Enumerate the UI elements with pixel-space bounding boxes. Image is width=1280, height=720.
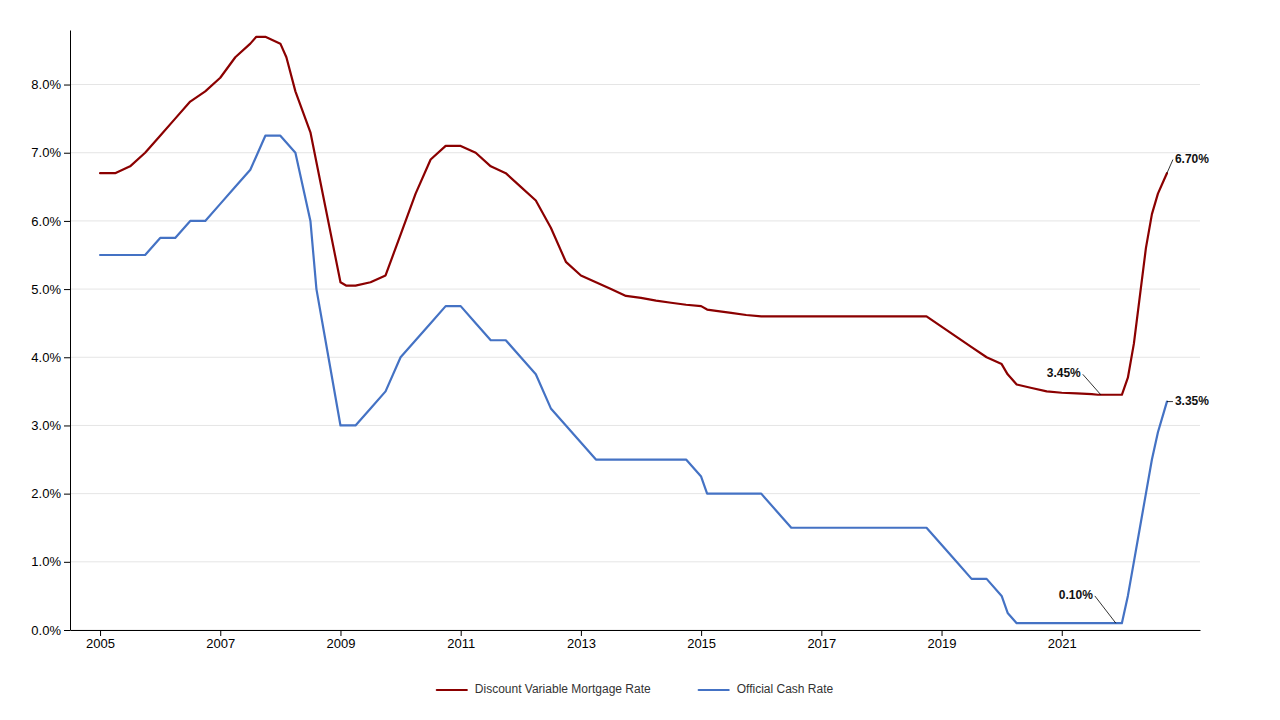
y-tick-label: 6.0% bbox=[31, 214, 61, 229]
x-tick-label: 2021 bbox=[1048, 636, 1077, 651]
y-tick-label: 5.0% bbox=[31, 282, 61, 297]
legend-swatch bbox=[699, 689, 729, 691]
x-tick-label: 2009 bbox=[327, 636, 356, 651]
annotation: 6.70% bbox=[1175, 152, 1209, 166]
y-tick: 4.0% bbox=[31, 350, 70, 365]
grid bbox=[70, 85, 1200, 630]
chart: 2005 2007 2009 2011 2013 2015 2017 2019 2021 0.0%… bbox=[0, 0, 1280, 720]
x-tick-mark bbox=[1062, 630, 1063, 636]
x-tick-label: 2007 bbox=[206, 636, 235, 651]
grid-line bbox=[70, 630, 1200, 631]
x-tick-mark bbox=[701, 630, 702, 636]
grid-line bbox=[70, 357, 1200, 358]
x-tick-mark bbox=[100, 630, 101, 636]
grid-line bbox=[70, 152, 1200, 153]
grid-line bbox=[70, 425, 1200, 426]
y-tick-mark bbox=[64, 221, 70, 222]
x-tick-label: 2011 bbox=[447, 636, 475, 651]
y-tick: 8.0% bbox=[31, 77, 70, 92]
annotation: 0.10% bbox=[1059, 588, 1093, 602]
y-tick-mark bbox=[64, 425, 70, 426]
y-axis-line bbox=[70, 31, 71, 631]
x-tick: 2021 bbox=[1048, 630, 1077, 651]
y-tick-mark bbox=[64, 153, 70, 154]
y-tick-mark bbox=[64, 289, 70, 290]
series-line bbox=[100, 37, 1167, 395]
y-tick: 6.0% bbox=[31, 214, 70, 229]
y-tick: 7.0% bbox=[31, 145, 70, 160]
x-tick-label: 2005 bbox=[86, 636, 115, 651]
x-tick-mark bbox=[821, 630, 822, 636]
y-axis: 0.0% 1.0% 2.0% 3.0% 4.0% 5.0% 6.0% 7.0% 8.0% bbox=[31, 31, 70, 638]
y-tick-label: 3.0% bbox=[31, 418, 61, 433]
annotation-leader bbox=[1167, 401, 1173, 402]
y-tick-label: 1.0% bbox=[31, 554, 61, 569]
y-tick-label: 8.0% bbox=[31, 77, 61, 92]
y-tick-label: 2.0% bbox=[31, 486, 61, 501]
legend-swatch bbox=[437, 689, 467, 691]
legend-label: Discount Variable Mortgage Rate bbox=[475, 682, 651, 696]
x-tick: 2009 bbox=[327, 630, 356, 651]
legend: Discount Variable Mortgage Rate Official … bbox=[437, 682, 834, 696]
x-tick-label: 2013 bbox=[567, 636, 596, 651]
legend-label: Official Cash Rate bbox=[737, 682, 834, 696]
annotation: 3.35% bbox=[1175, 394, 1209, 408]
y-tick-mark bbox=[64, 630, 70, 631]
y-tick: 5.0% bbox=[31, 282, 70, 297]
grid-line bbox=[70, 220, 1200, 221]
x-tick: 2019 bbox=[928, 630, 957, 651]
y-tick-mark bbox=[64, 85, 70, 86]
x-tick: 2005 bbox=[86, 630, 115, 651]
x-tick-label: 2015 bbox=[687, 636, 716, 651]
legend-item: Official Cash Rate bbox=[699, 682, 834, 696]
x-tick-mark bbox=[581, 630, 582, 636]
grid-line bbox=[70, 84, 1200, 85]
plot-area: 2005 2007 2009 2011 2013 2015 2017 2019 2021 0.0%… bbox=[31, 31, 1209, 652]
x-tick: 2015 bbox=[687, 630, 716, 651]
x-tick-label: 2019 bbox=[928, 636, 957, 651]
y-tick: 1.0% bbox=[31, 554, 70, 569]
x-axis-line bbox=[71, 630, 1201, 631]
grid-line bbox=[70, 493, 1200, 494]
grid-line bbox=[70, 561, 1200, 562]
x-tick-mark bbox=[220, 630, 221, 636]
annotation: 3.45% bbox=[1047, 366, 1081, 380]
x-tick: 2017 bbox=[807, 630, 836, 651]
y-tick-mark bbox=[64, 562, 70, 563]
y-tick-mark bbox=[64, 494, 70, 495]
y-tick-label: 7.0% bbox=[31, 145, 61, 160]
x-tick-mark bbox=[340, 630, 341, 636]
y-tick: 0.0% bbox=[31, 623, 70, 638]
legend-item: Discount Variable Mortgage Rate bbox=[437, 682, 651, 696]
x-axis: 2005 2007 2009 2011 2013 2015 2017 2019 2021 bbox=[71, 630, 1201, 651]
series-group bbox=[100, 37, 1167, 623]
y-tick-mark bbox=[64, 357, 70, 358]
x-tick-mark bbox=[942, 630, 943, 636]
grid-line bbox=[70, 289, 1200, 290]
x-tick: 2013 bbox=[567, 630, 596, 651]
x-tick-label: 2017 bbox=[807, 636, 836, 651]
y-tick: 2.0% bbox=[31, 486, 70, 501]
y-tick-label: 0.0% bbox=[31, 623, 61, 638]
annotation-leader bbox=[1095, 596, 1116, 623]
annotation-leader bbox=[1083, 374, 1101, 394]
y-tick-label: 4.0% bbox=[31, 350, 61, 365]
annotation-leader bbox=[1167, 160, 1173, 174]
y-tick: 3.0% bbox=[31, 418, 70, 433]
x-tick: 2007 bbox=[206, 630, 235, 651]
annotations: 6.70% 3.45% 3.35% 0.10% bbox=[1047, 152, 1210, 623]
series-line bbox=[100, 136, 1167, 624]
x-tick: 2011 bbox=[447, 630, 475, 651]
x-tick-mark bbox=[461, 630, 462, 636]
